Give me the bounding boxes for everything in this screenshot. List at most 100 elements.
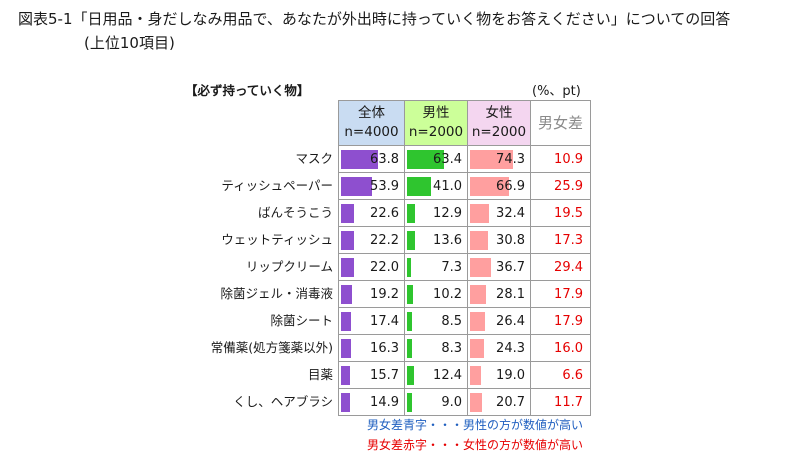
value-label-all: 19.2 — [370, 287, 399, 302]
cell-female: 20.7 — [467, 388, 531, 416]
category-label: ウェットティッシュ — [221, 232, 333, 247]
cell-male: 63.4 — [404, 145, 468, 173]
cell-diff: 17.9 — [530, 307, 591, 335]
cell-diff: 11.7 — [530, 388, 591, 416]
value-label-female: 30.8 — [496, 233, 525, 248]
diff-label: 17.9 — [554, 287, 583, 302]
bar-male — [407, 285, 413, 304]
value-label-all: 22.2 — [370, 233, 399, 248]
bar-all — [341, 204, 355, 223]
cell-diff: 17.9 — [530, 280, 591, 308]
cell-female: 28.1 — [467, 280, 531, 308]
bar-female — [470, 150, 514, 169]
cell-male: 7.3 — [404, 253, 468, 281]
value-label-female: 20.7 — [496, 395, 525, 410]
bar-male — [407, 258, 412, 277]
cell-female: 19.0 — [467, 361, 531, 389]
figure-title: 図表5-1「日用品・身だしなみ用品で、あなたが外出時に持っていく物をお答えくださ… — [18, 10, 731, 28]
header-all-label: 全体 — [358, 105, 385, 121]
table-row: 16.3 8.3 24.3 16.0 — [338, 334, 591, 362]
diff-label: 17.3 — [554, 233, 583, 248]
note-red: 男女差赤字・・・女性の方が数値が高い — [367, 438, 584, 452]
bar-male — [407, 231, 415, 250]
value-label-male: 9.0 — [441, 395, 462, 410]
unit-label: (%、pt) — [532, 84, 581, 99]
cell-male: 13.6 — [404, 226, 468, 254]
cell-female: 36.7 — [467, 253, 531, 281]
table-row: 14.9 9.0 20.7 11.7 — [338, 388, 591, 416]
value-label-all: 53.9 — [370, 179, 399, 194]
cell-male: 12.4 — [404, 361, 468, 389]
bar-female — [470, 258, 492, 277]
value-label-male: 8.5 — [441, 314, 462, 329]
value-label-all: 15.7 — [370, 368, 399, 383]
cell-female: 26.4 — [467, 307, 531, 335]
cell-all: 17.4 — [338, 307, 405, 335]
table-row: 22.2 13.6 30.8 17.3 — [338, 226, 591, 254]
category-label: ティッシュペーパー — [221, 178, 333, 193]
bar-all — [341, 150, 378, 169]
cell-diff: 6.6 — [530, 361, 591, 389]
cell-diff: 25.9 — [530, 172, 591, 200]
cell-all: 63.8 — [338, 145, 405, 173]
cell-all: 22.2 — [338, 226, 405, 254]
cell-male: 8.5 — [404, 307, 468, 335]
cell-all: 22.0 — [338, 253, 405, 281]
bar-male — [407, 312, 412, 331]
header-female-label: 女性 — [485, 105, 513, 121]
bar-male — [407, 177, 431, 196]
bar-male — [407, 339, 412, 358]
cell-female: 32.4 — [467, 199, 531, 227]
bar-female — [470, 231, 488, 250]
category-label: 除菌シート — [270, 313, 333, 328]
bar-all — [341, 366, 351, 385]
bar-all — [341, 285, 353, 304]
category-label: リップクリーム — [245, 259, 333, 274]
cell-diff: 19.5 — [530, 199, 591, 227]
diff-label: 25.9 — [554, 179, 583, 194]
bar-female — [470, 312, 486, 331]
value-label-all: 17.4 — [370, 314, 399, 329]
value-label-male: 10.2 — [433, 287, 462, 302]
cell-diff: 16.0 — [530, 334, 591, 362]
table-row: 63.8 63.4 74.3 10.9 — [338, 145, 591, 173]
bar-male — [407, 150, 444, 169]
value-label-female: 26.4 — [496, 314, 525, 329]
cell-male: 41.0 — [404, 172, 468, 200]
cell-all: 15.7 — [338, 361, 405, 389]
value-label-male: 13.6 — [433, 233, 462, 248]
cell-diff: 29.4 — [530, 253, 591, 281]
results-table: 全体 n=4000 男性 n=2000 女性 n=2000 男女差 63.8 63… — [338, 100, 591, 416]
value-label-female: 32.4 — [496, 206, 525, 221]
bar-female — [470, 366, 481, 385]
value-label-male: 12.4 — [433, 368, 462, 383]
category-label: マスク — [295, 151, 333, 166]
diff-label: 11.7 — [554, 395, 583, 410]
cell-male: 8.3 — [404, 334, 468, 362]
cell-all: 53.9 — [338, 172, 405, 200]
header-all: 全体 n=4000 — [338, 100, 405, 146]
category-label: 除菌ジェル・消毒液 — [220, 286, 333, 301]
value-label-male: 7.3 — [441, 260, 462, 275]
value-label-all: 22.0 — [370, 260, 399, 275]
bar-all — [341, 339, 351, 358]
header-all-n: n=4000 — [344, 124, 399, 140]
category-label: ばんそうこう — [257, 205, 333, 220]
category-label: くし、ヘアブラシ — [233, 394, 333, 409]
cell-female: 66.9 — [467, 172, 531, 200]
figure-subtitle: (上位10項目) — [84, 34, 175, 52]
value-label-female: 19.0 — [496, 368, 525, 383]
cell-diff: 10.9 — [530, 145, 591, 173]
cell-male: 10.2 — [404, 280, 468, 308]
table-header-row: 全体 n=4000 男性 n=2000 女性 n=2000 男女差 — [338, 100, 591, 146]
value-label-female: 24.3 — [496, 341, 525, 356]
value-label-female: 74.3 — [496, 152, 525, 167]
value-label-female: 28.1 — [496, 287, 525, 302]
bar-male — [407, 393, 413, 412]
cell-all: 14.9 — [338, 388, 405, 416]
value-label-all: 16.3 — [370, 341, 399, 356]
diff-label: 10.9 — [554, 152, 583, 167]
bar-all — [341, 177, 373, 196]
value-label-all: 22.6 — [370, 206, 399, 221]
bar-all — [341, 393, 350, 412]
